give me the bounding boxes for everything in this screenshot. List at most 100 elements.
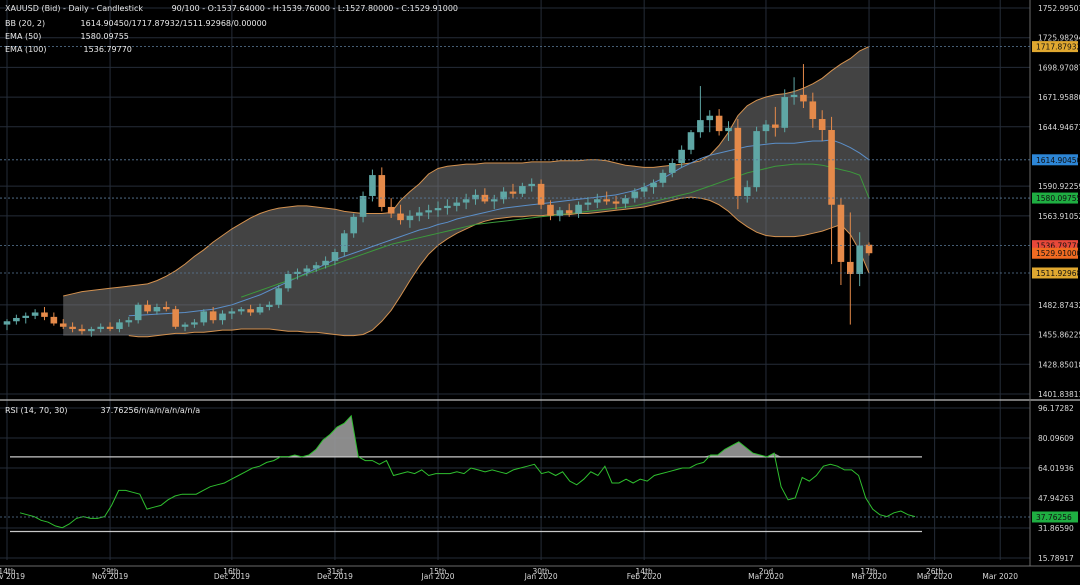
candle-body: [266, 305, 273, 307]
candle-body: [257, 307, 264, 312]
candle-body: [697, 120, 704, 132]
candle-body: [416, 212, 423, 215]
candle-body: [322, 261, 329, 265]
bb-legend: BB (20, 2) 1614.90450/1717.87932/1511.92…: [5, 19, 267, 28]
candle: [538, 179, 545, 209]
candle-body: [425, 210, 432, 212]
price-tick-label: 1563.91052: [1038, 212, 1080, 221]
candle: [706, 110, 713, 132]
price-tick-label: 1590.92259: [1038, 182, 1080, 191]
price-tick-label: 1698.97087: [1038, 63, 1080, 72]
candle-body: [444, 206, 451, 208]
candle-body: [856, 245, 863, 274]
candle-body: [397, 214, 404, 221]
candle: [172, 306, 179, 329]
candle-body: [613, 201, 620, 203]
time-tick-month: Jan 2020: [524, 572, 558, 581]
candle-body: [247, 309, 254, 312]
candle-body: [435, 208, 442, 210]
time-tick-month: Nov 2019: [92, 572, 128, 581]
candle-body: [275, 288, 282, 304]
candle-body: [69, 327, 76, 329]
candle: [13, 315, 20, 325]
candle-body: [107, 327, 114, 329]
candle: [688, 130, 695, 154]
price-tick-label: 1428.85018: [1038, 360, 1080, 369]
candle-body: [660, 173, 667, 183]
price-badge-bb-lower: 1511.92968: [1032, 267, 1080, 278]
candle: [32, 309, 39, 319]
candle-body: [51, 317, 58, 324]
candle: [697, 86, 704, 138]
candle-body: [191, 322, 198, 324]
candle-body: [22, 316, 29, 318]
price-badges: 1717.879321614.904501580.097551536.79770…: [1032, 41, 1080, 278]
candle-body: [735, 128, 742, 196]
candle-body: [453, 203, 460, 206]
candle-body: [154, 307, 161, 311]
rsi-overbought-fill: [20, 416, 915, 457]
candle-body: [491, 199, 498, 201]
rsi-tick-label: 15.78917: [1038, 554, 1074, 563]
rsi-label: RSI (14, 70, 30): [5, 406, 98, 415]
candle-body: [650, 183, 657, 187]
candle-body: [135, 305, 142, 320]
candle-body: [172, 309, 179, 327]
candle-body: [547, 205, 554, 216]
candle-body: [631, 192, 638, 199]
candle: [369, 170, 376, 202]
candle: [51, 312, 58, 325]
time-tick-month: Jan 2020: [420, 572, 454, 581]
time-tick-month: Nov 2019: [0, 572, 25, 581]
candle-body: [753, 131, 760, 187]
candle-body: [669, 163, 676, 173]
candle-body: [688, 132, 695, 150]
ema50-legend: EMA (50) 1580.09755: [5, 32, 129, 41]
candle-body: [575, 205, 582, 214]
candle-body: [772, 125, 779, 128]
candle-body: [182, 325, 189, 327]
candle-body: [210, 311, 217, 320]
candle-body: [538, 184, 545, 205]
candle-body: [510, 192, 517, 194]
rsi-tick-label: 64.01936: [1038, 464, 1074, 473]
candle: [379, 167, 386, 211]
time-tick-month: Mar 2020: [748, 572, 784, 581]
candle-body: [463, 199, 470, 202]
candle-body: [557, 210, 564, 215]
candle-body: [60, 323, 67, 326]
ema100-legend: EMA (100) 1536.79770: [5, 45, 132, 54]
candle-body: [200, 311, 207, 322]
price-badge-text: 1511.92968: [1036, 269, 1080, 278]
candle-body: [622, 198, 629, 203]
price-badge-text: 1614.90450: [1036, 156, 1080, 165]
candle-body: [32, 312, 39, 315]
candle-body: [4, 321, 11, 324]
candle-body: [360, 196, 367, 217]
candle: [828, 117, 835, 264]
rsi-line: [20, 416, 915, 528]
candle: [838, 198, 845, 285]
candle-body: [519, 186, 526, 194]
rsi-panel: 96.1728280.0960964.0193647.9426331.86590…: [0, 404, 1078, 563]
candle-body: [566, 210, 573, 213]
candle-body: [219, 314, 226, 321]
price-badge-text: 1580.09755: [1036, 194, 1080, 203]
price-tick-label: 1401.83811: [1038, 390, 1080, 399]
candle: [4, 319, 11, 330]
rsi-tick-label: 96.17282: [1038, 404, 1074, 413]
candle-body: [828, 130, 835, 205]
rsi-legend: RSI (14, 70, 30) 37.76256/n/a/n/a/n/a/n/…: [5, 406, 200, 415]
ema50-value: 1580.09755: [81, 32, 129, 41]
ohlc-readout: 90/100 - O:1537.64000 - H:1539.76000 - L…: [172, 4, 458, 13]
candle: [753, 127, 760, 192]
time-tick-month: Dec 2019: [317, 572, 353, 581]
candle-body: [603, 199, 610, 201]
candle-body: [819, 119, 826, 130]
candle-body: [116, 322, 123, 329]
candle-body: [350, 217, 357, 233]
candle-body: [744, 187, 751, 196]
